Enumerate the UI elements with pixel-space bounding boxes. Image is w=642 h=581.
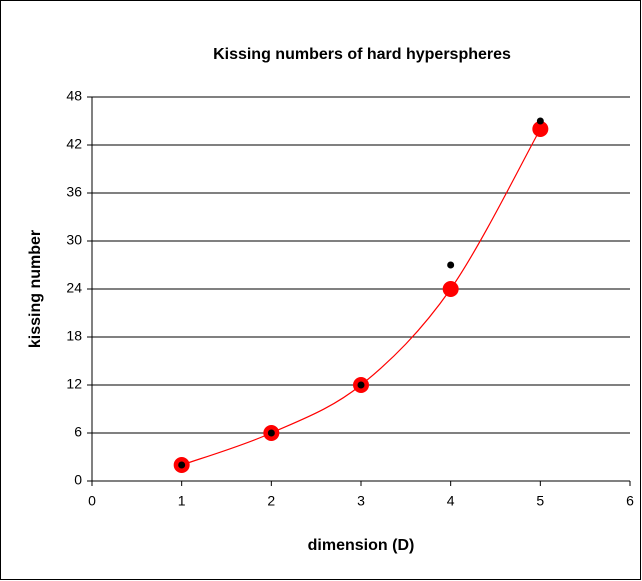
point [442,281,459,297]
y-tick-label: 48 [66,88,82,104]
point [532,121,549,137]
y-tick-label: 6 [74,424,82,440]
point [178,461,186,469]
y-tick-label: 30 [66,232,82,248]
x-tick-label: 1 [178,493,186,509]
y-tick-label: 0 [74,472,82,488]
point [357,381,365,389]
x-tick-label: 0 [88,493,96,509]
y-tick-label: 36 [66,184,82,200]
x-tick-label: 3 [357,493,365,509]
point [536,117,544,125]
point [267,429,275,437]
x-tick-label: 6 [626,493,634,509]
x-tick-label: 5 [536,493,544,509]
y-tick-label: 18 [66,328,82,344]
x-tick-label: 2 [267,493,275,509]
x-axis-label: dimension (D) [308,537,415,554]
fit-curve [181,128,541,466]
y-tick-label: 12 [66,376,82,392]
point [447,261,455,269]
y-tick-label: 42 [66,136,82,152]
y-tick-label: 24 [66,280,82,296]
chart-title: Kissing numbers of hard hyperspheres [213,46,511,63]
y-axis-label: kissing number [27,230,44,348]
x-tick-label: 4 [447,493,455,509]
